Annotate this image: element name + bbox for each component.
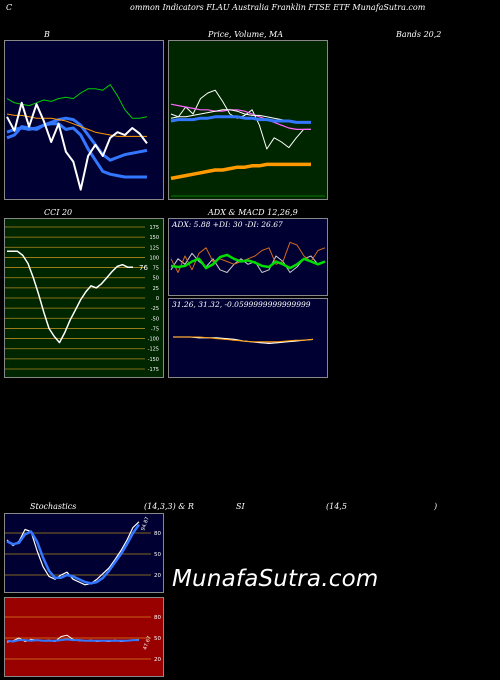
- bollinger-chart: [6, 84, 148, 191]
- cci-tick-label: -75: [151, 326, 159, 332]
- price-panel: [168, 40, 328, 200]
- bollinger-panel: [4, 40, 164, 200]
- macd-chart: [173, 336, 314, 345]
- adx-chart: [170, 241, 326, 273]
- adx-info: ADX: 5.88 +DI: 30 -DI: 26.67: [172, 220, 283, 229]
- price-chart: [170, 89, 325, 197]
- price-title: Price, Volume, MA: [208, 30, 284, 39]
- stoch-tick-label: 20: [154, 573, 161, 579]
- cci-line: [7, 250, 133, 344]
- cci-tick-label: -150: [148, 357, 159, 363]
- adx-title: ADX & MACD 12,26,9: [208, 208, 298, 217]
- stoch-tick-label: 50: [154, 552, 161, 558]
- stoch-k-line: [6, 521, 140, 586]
- cci-tick-label: 25: [153, 286, 159, 292]
- boll-lower-band: [6, 113, 147, 137]
- cci-tick-label: 50: [153, 276, 159, 282]
- cci-tick-label: -25: [151, 306, 159, 312]
- rsi-avg-line: [6, 638, 139, 643]
- stoch-d-line: [6, 523, 141, 585]
- cci-tick-label: 150: [149, 235, 159, 241]
- rsi-params: (14,5: [326, 502, 347, 511]
- rsi-close-paren: ): [434, 502, 438, 511]
- adx-minus-di: [170, 241, 326, 273]
- watermark: MunafaSutra.com: [172, 566, 379, 592]
- boll-upper-band: [6, 84, 148, 119]
- bollinger-title: B: [44, 30, 50, 39]
- price-ma-blue: [170, 115, 311, 124]
- cci-chart: 175 150 125 100 75 50 25 0 -25 -50 -75 -100 -125 -150…: [5, 225, 159, 373]
- macd-info: 31.26, 31.32, -0.0599999999999999: [172, 300, 311, 309]
- rsi-panel: 80 50 20 47.67: [4, 597, 164, 677]
- stoch-chart: 80 50 20 94.87: [5, 516, 161, 586]
- cci-title: CCI 20: [44, 208, 73, 217]
- boll-middle-band-2: [6, 122, 147, 179]
- stoch-params: (14,3,3) & R: [144, 502, 194, 511]
- bands-title: Bands 20,2: [396, 30, 442, 39]
- cci-tick-label: -50: [151, 316, 159, 322]
- cci-panel: 175 150 125 100 75 50 25 0 -25 -50 -75 -100 -125 -150…: [4, 218, 164, 378]
- adx-plus-di: [170, 252, 326, 273]
- stoch-last-value: 94.87: [140, 516, 151, 532]
- cci-last-value: 76: [139, 264, 148, 272]
- cci-tick-label: 75: [153, 266, 159, 272]
- header-title: ommon Indicators FLAU Australia Franklin…: [130, 3, 426, 12]
- cci-tick-label: -175: [148, 367, 159, 373]
- stoch-panel: 80 50 20 94.87: [4, 513, 164, 593]
- rsi-tick-label: 20: [154, 657, 161, 663]
- cci-tick-label: -100: [148, 337, 159, 343]
- stoch-title: Stochastics: [30, 502, 77, 511]
- macd-signal-line: [173, 336, 314, 343]
- adx-panel: [168, 218, 328, 296]
- cci-tick-label: 0: [156, 296, 159, 302]
- rsi-last-value: 47.67: [142, 635, 153, 651]
- header-left-letter: C: [6, 3, 13, 12]
- boll-price-line: [6, 101, 148, 191]
- rsi-si-label: SI: [236, 502, 245, 511]
- rsi-tick-label: 50: [154, 636, 161, 642]
- stoch-tick-label: 80: [154, 531, 161, 537]
- cci-tick-label: 125: [149, 245, 159, 251]
- macd-panel: [168, 298, 328, 378]
- cci-tick-label: 100: [149, 255, 159, 261]
- cci-tick-label: 175: [149, 225, 159, 231]
- cci-tick-label: -125: [148, 347, 159, 353]
- price-ma-orange: [170, 162, 311, 181]
- price-ma-pink: [170, 103, 311, 131]
- rsi-tick-label: 80: [154, 615, 161, 621]
- adx-line: [170, 253, 326, 270]
